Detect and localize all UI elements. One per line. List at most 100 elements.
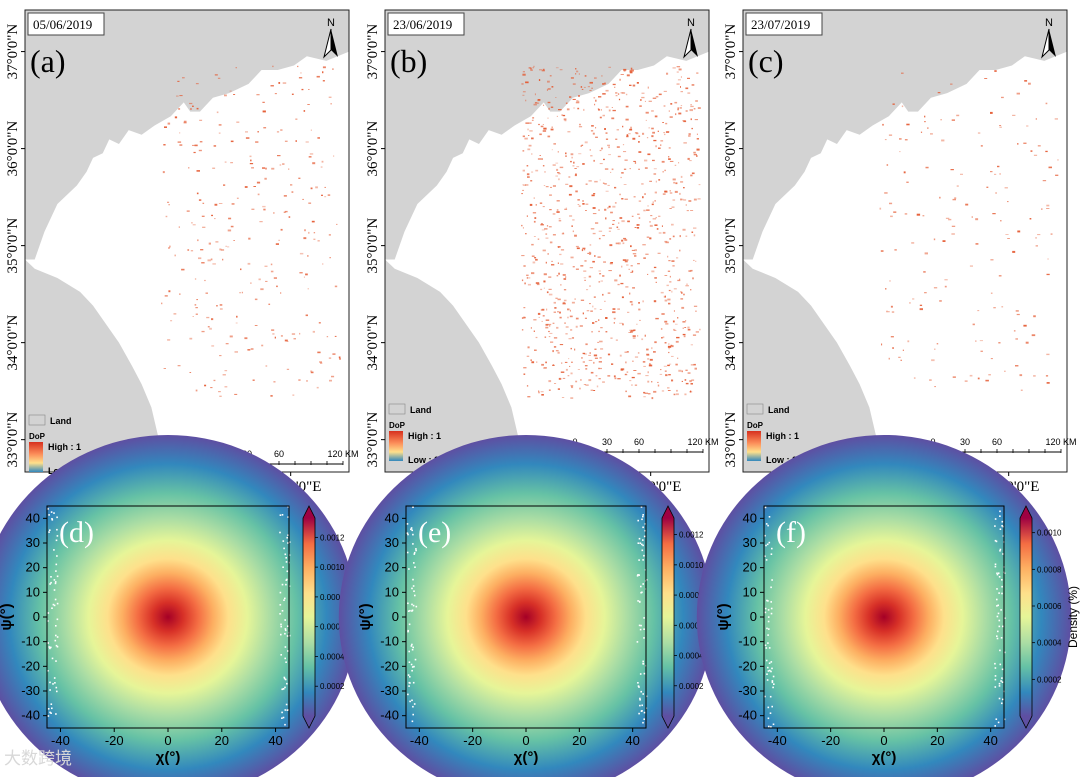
dop-mark (567, 131, 571, 133)
edge-speckle (643, 672, 646, 675)
dop-mark (303, 110, 306, 112)
edge-speckle (994, 662, 996, 665)
dop-mark (169, 245, 171, 248)
edge-speckle (284, 723, 286, 726)
dop-mark (683, 142, 687, 144)
dop-mark (644, 167, 648, 169)
dop-mark (522, 227, 524, 229)
edge-speckle (409, 700, 411, 703)
dop-mark (239, 292, 241, 294)
dop-mark (559, 316, 562, 319)
panel-label: (a) (30, 43, 66, 79)
dop-mark (569, 365, 571, 367)
edge-speckle (51, 518, 53, 520)
dop-mark (645, 375, 649, 377)
dop-mark (229, 335, 233, 338)
dop-mark (683, 120, 687, 123)
edge-speckle (999, 528, 1002, 530)
dop-mark (994, 70, 997, 72)
edge-speckle (279, 613, 281, 615)
dop-mark (669, 208, 672, 209)
dop-mark (672, 199, 676, 201)
dop-mark (534, 349, 537, 351)
dop-mark (572, 83, 576, 85)
dop-mark (675, 340, 679, 343)
dop-mark (334, 335, 337, 337)
dop-mark (545, 237, 549, 239)
dop-mark (646, 209, 650, 211)
edge-speckle (50, 646, 52, 649)
dop-mark (575, 68, 577, 70)
dop-mark (643, 391, 646, 394)
dop-mark (696, 72, 699, 74)
dop-mark (924, 292, 927, 294)
dop-mark (680, 181, 684, 183)
edge-speckle (415, 605, 418, 608)
dop-mark (194, 144, 198, 147)
dop-mark (1048, 166, 1052, 169)
dop-mark (561, 362, 563, 364)
dop-mark (595, 127, 597, 129)
dop-mark (956, 185, 959, 187)
dop-mark (641, 338, 644, 341)
dop-mark (570, 372, 573, 375)
dop-mark (589, 253, 591, 255)
edge-speckle (773, 683, 775, 685)
edge-speckle (407, 533, 409, 536)
dop-mark (567, 375, 570, 377)
dop-mark (559, 69, 563, 71)
dop-mark (695, 100, 698, 102)
dop-mark (676, 389, 678, 392)
dop-mark (679, 278, 681, 281)
edge-speckle (641, 543, 643, 546)
dop-mark (980, 145, 983, 147)
dop-mark (538, 391, 540, 394)
dop-mark (605, 217, 607, 220)
dop-mark (632, 137, 636, 140)
dop-mark (665, 374, 668, 377)
dop-mark (912, 298, 915, 300)
dop-mark (621, 265, 623, 268)
dop-mark (581, 357, 583, 359)
dop-mark (629, 380, 632, 382)
dop-mark (211, 214, 213, 217)
edge-speckle (998, 592, 1000, 594)
dop-mark (546, 89, 548, 91)
dop-mark (692, 334, 697, 336)
date-box (387, 12, 465, 36)
dop-mark (539, 69, 543, 71)
colorbar-min-extend (662, 716, 674, 728)
dop-mark (568, 176, 571, 178)
edge-speckle (48, 531, 50, 533)
dop-mark (631, 270, 634, 273)
edge-speckle (50, 511, 53, 513)
dop-mark (605, 331, 608, 333)
dop-mark (532, 261, 536, 264)
dop-mark (679, 235, 681, 238)
dop-mark (680, 91, 683, 93)
edge-speckle (285, 579, 288, 581)
dop-mark (916, 213, 921, 216)
dop-mark (545, 361, 547, 364)
dop-mark (661, 160, 665, 163)
edge-speckle (994, 539, 997, 542)
edge-speckle (412, 533, 414, 536)
dop-mark (532, 117, 535, 119)
dop-mark (686, 210, 689, 212)
dop-mark (173, 313, 177, 315)
dop-mark (638, 135, 641, 137)
dop-mark (637, 213, 640, 215)
dop-mark (540, 223, 543, 225)
dop-mark (559, 166, 564, 169)
dop-mark (198, 149, 202, 152)
dop-mark (617, 93, 620, 95)
dop-mark (886, 310, 888, 313)
dop-mark (654, 115, 658, 118)
edge-speckle (996, 605, 998, 607)
density-field (0, 435, 357, 782)
dop-mark (651, 127, 654, 130)
dop-mark (549, 324, 551, 327)
edge-speckle (412, 604, 415, 607)
x-tick-label: -40 (51, 733, 70, 748)
dop-mark (196, 192, 199, 195)
